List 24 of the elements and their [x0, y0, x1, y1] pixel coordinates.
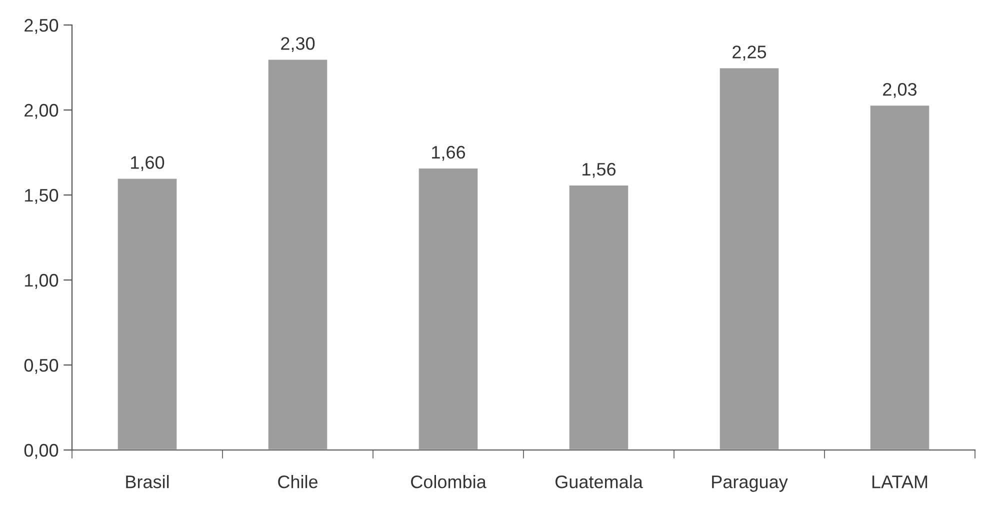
x-tick-label: Brasil: [126, 475, 169, 488]
bar: [718, 66, 780, 450]
data-label: 1,56: [582, 162, 616, 178]
data-label: 2,30: [281, 37, 315, 52]
x-tick-label: Paraguay: [712, 476, 788, 492]
y-tick-label: 1,50: [25, 188, 58, 204]
x-tick-label: Guatemala: [556, 475, 643, 488]
bar: [868, 104, 931, 450]
y-tick-label: 0,00: [24, 444, 58, 459]
x-tick-label: Colombia: [411, 475, 486, 488]
y-tick-label: 2,00: [24, 104, 58, 119]
data-label: 2,25: [732, 46, 766, 61]
y-tick-label: 2,50: [24, 18, 58, 34]
data-label: 1,60: [131, 156, 164, 172]
y-tick-label: 0,50: [24, 358, 58, 374]
data-label: 2,03: [883, 82, 917, 98]
data-label: 1,66: [432, 146, 466, 161]
bar: [568, 184, 630, 450]
x-tick-label: LATAM: [872, 476, 928, 488]
y-tick-label: 1,00: [25, 274, 58, 289]
bar: [417, 167, 480, 450]
bar: [116, 177, 178, 450]
x-tick-label: Chile: [278, 475, 318, 488]
bar: [266, 58, 329, 450]
